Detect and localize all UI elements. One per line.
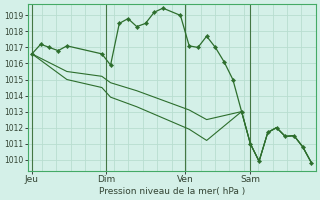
X-axis label: Pression niveau de la mer( hPa ): Pression niveau de la mer( hPa ) (99, 187, 245, 196)
